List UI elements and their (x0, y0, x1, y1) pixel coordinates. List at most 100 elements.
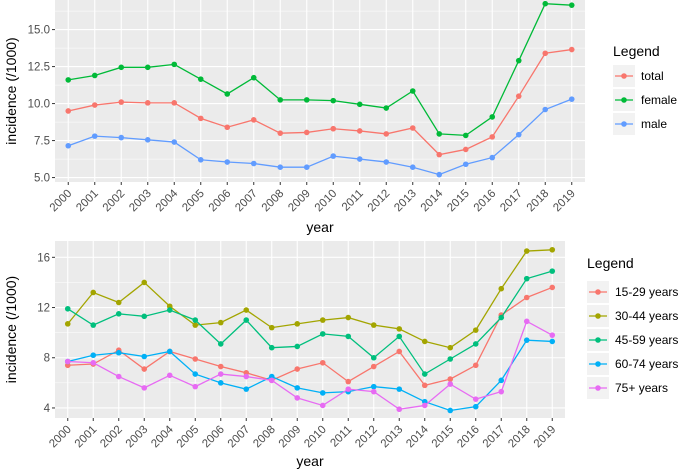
data-point (294, 395, 301, 401)
data-point (383, 105, 390, 111)
data-point (250, 74, 257, 81)
series-total (65, 46, 575, 158)
x-tick-label: 2019 (551, 188, 578, 215)
y-tick-label: 5.0 (34, 173, 50, 185)
data-point (192, 371, 199, 377)
data-point (515, 131, 522, 138)
x-tick-label: 2014 (419, 187, 446, 214)
data-point (356, 101, 363, 108)
legend-item: 45-59 years (587, 329, 678, 351)
legend-label: 45-59 years (615, 333, 678, 347)
data-point (144, 137, 151, 143)
data-point (65, 77, 72, 83)
series-line (67, 270, 553, 375)
x-tick-label: 2011 (340, 188, 366, 214)
data-point (303, 97, 310, 103)
data-point (192, 317, 199, 323)
data-point (523, 248, 530, 254)
data-point (345, 386, 352, 392)
data-point (144, 100, 151, 106)
data-point (409, 88, 416, 94)
data-point (549, 268, 556, 274)
data-point (396, 386, 403, 392)
data-point (217, 371, 224, 377)
data-point (549, 284, 556, 291)
data-point (421, 402, 428, 409)
x-tick-label: 2018 (506, 424, 533, 451)
data-point (141, 366, 148, 372)
data-point (268, 377, 275, 384)
data-point (118, 64, 125, 71)
series-line (67, 320, 553, 410)
x-tick-label: 2004 (154, 187, 181, 214)
data-point (277, 130, 284, 136)
data-point (447, 344, 454, 351)
x-tick-label: 2006 (207, 188, 234, 215)
data-point (90, 359, 97, 366)
x-tick-label: 2009 (277, 424, 304, 451)
data-point (489, 114, 496, 120)
data-point (115, 311, 122, 317)
data-point (243, 317, 250, 323)
legend-key-point (621, 73, 627, 79)
x-tick-label: 2016 (472, 188, 499, 215)
data-point (396, 406, 403, 413)
data-point (90, 352, 97, 359)
legend-key-point (595, 337, 601, 343)
data-point (542, 50, 549, 57)
data-point (250, 160, 257, 167)
x-tick-label: 2011 (328, 424, 354, 450)
data-point (498, 377, 505, 384)
legend-key-point (595, 313, 601, 319)
x-tick-label: 2007 (233, 188, 260, 215)
x-tick-label: 2002 (101, 188, 128, 215)
y-tick-label: 12.5 (28, 62, 50, 74)
y-tick-label: 7.5 (34, 136, 50, 148)
data-point (224, 159, 231, 165)
data-point (409, 164, 416, 171)
data-point (65, 142, 72, 149)
x-tick-label: 2003 (127, 188, 154, 215)
data-point (498, 388, 505, 395)
x-tick-label: 2006 (200, 424, 227, 451)
legend-key-point (621, 121, 627, 127)
data-point (64, 305, 71, 312)
data-point (542, 106, 549, 113)
data-point (192, 383, 199, 390)
data-point (197, 76, 204, 82)
data-point (64, 358, 71, 365)
x-tick-label: 2012 (353, 424, 380, 451)
legend-label: 75+ years (615, 381, 668, 395)
data-point (356, 128, 363, 134)
x-tick-label: 2015 (430, 424, 457, 451)
legend-title: Legend (587, 255, 634, 271)
data-point (396, 333, 403, 340)
x-tick-label: 2012 (366, 188, 393, 215)
data-point (472, 362, 479, 369)
series-75-years (64, 318, 556, 413)
x-tick-label: 2015 (445, 188, 472, 215)
data-point (141, 353, 148, 360)
data-point (370, 363, 377, 370)
data-point (421, 371, 428, 377)
data-point (243, 307, 250, 313)
x-tick-label: 2009 (286, 188, 313, 215)
data-point (91, 133, 98, 139)
x-tick-label: 2018 (525, 188, 552, 215)
data-point (462, 161, 469, 168)
data-point (447, 381, 454, 387)
series-30-44-years (64, 246, 556, 351)
data-point (217, 319, 224, 326)
data-point (217, 380, 224, 386)
x-tick-label: 2005 (180, 188, 207, 215)
data-point (542, 0, 549, 7)
data-point (447, 356, 454, 362)
series-line (68, 98, 572, 176)
x-tick-label: 2017 (481, 424, 508, 451)
data-point (549, 332, 556, 338)
data-point (141, 385, 148, 391)
data-point (277, 97, 284, 103)
data-point (64, 321, 71, 327)
series-line (67, 286, 553, 387)
legend-item: 30-44 years (587, 305, 678, 327)
